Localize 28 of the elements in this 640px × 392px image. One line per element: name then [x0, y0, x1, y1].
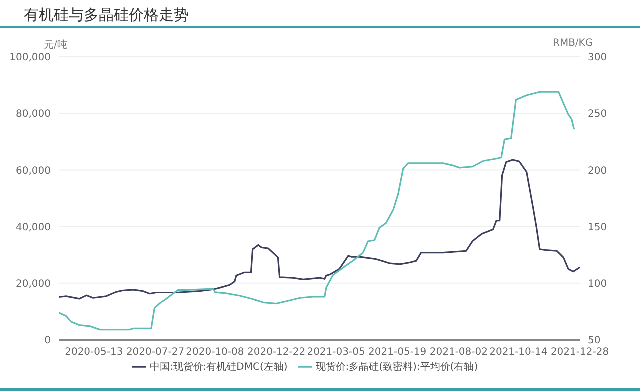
x-tick-label: 2020-05-13 [65, 347, 124, 358]
x-tick-label: 2021-08-02 [430, 347, 488, 358]
x-tick-label: 2021-05-19 [368, 347, 427, 358]
x-tick-label: 2021-03-05 [307, 347, 366, 358]
y2-tick-label: 200 [588, 166, 608, 177]
y2-tick-label: 50 [588, 336, 601, 347]
legend-label: 中国:现货价:有机硅DMC(左轴) [150, 362, 288, 373]
x-tick-label: 2020-12-22 [248, 347, 306, 358]
y2-tick-label: 100 [588, 278, 608, 290]
y2-tick-label: 250 [588, 109, 608, 120]
y-tick-label: 60,000 [16, 166, 51, 177]
y-tick-label: 0 [44, 336, 51, 347]
y-tick-label: 80,000 [16, 109, 51, 120]
legend-label: 现货价:多晶硅(致密料):平均价(右轴) [316, 362, 478, 373]
y2-tick-label: 300 [588, 52, 608, 64]
chart-title: 有机硅与多晶硅价格走势 [24, 6, 189, 25]
x-tick-label: 2020-07-27 [126, 347, 185, 358]
y-tick-label: 40,000 [16, 222, 51, 234]
y-axis-title: 元/吨 [44, 38, 68, 52]
y-tick-label: 20,000 [16, 278, 51, 290]
line-series [59, 159, 580, 300]
y-tick-label: 100,000 [10, 52, 51, 64]
x-tick-label: 2021-12-28 [550, 347, 610, 358]
y2-axis-title: RMB/KG [553, 38, 594, 49]
line-series [59, 91, 576, 331]
x-tick-label: 2021-10-14 [490, 347, 548, 358]
y2-tick-label: 150 [588, 222, 608, 234]
x-tick-label: 2020-10-08 [186, 347, 244, 358]
